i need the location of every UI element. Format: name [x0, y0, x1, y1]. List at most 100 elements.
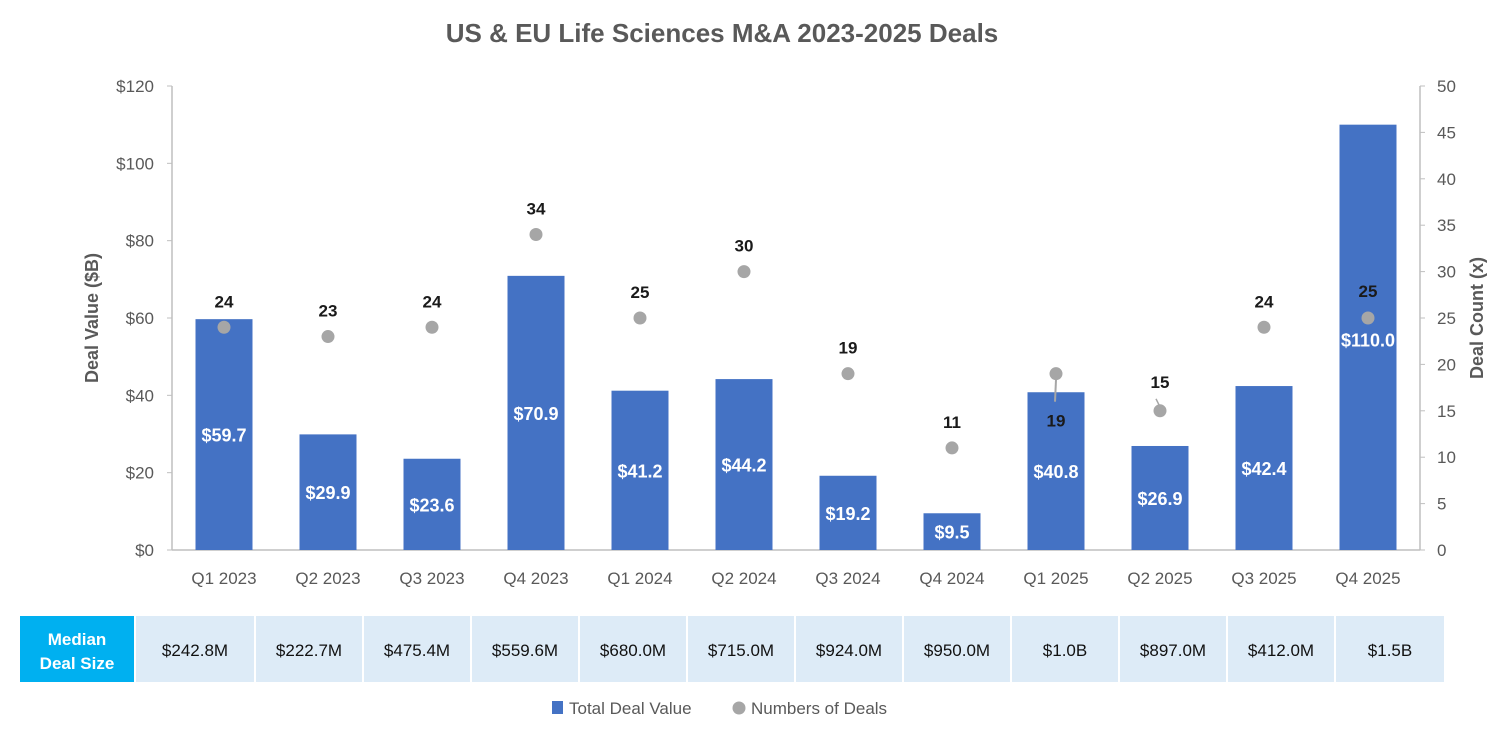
y-right-tick-label: 50 [1437, 77, 1456, 96]
x-tick-label: Q1 2025 [1023, 569, 1088, 588]
y-right-tick-label: 40 [1437, 170, 1456, 189]
bar-value-label: $70.9 [513, 404, 558, 424]
x-tick-label: Q3 2023 [399, 569, 464, 588]
median-value-label: $1.0B [1043, 641, 1087, 660]
y-left-tick-label: $60 [126, 309, 154, 328]
median-value-label: $924.0M [816, 641, 882, 660]
median-value-cell [1228, 616, 1334, 682]
median-value-cell [1120, 616, 1226, 682]
deal-count-marker [1049, 367, 1063, 381]
bar-value-label: $41.2 [617, 461, 662, 481]
median-value-label: $715.0M [708, 641, 774, 660]
count-markers: 24 23 24 34 25 30 19 11 19 15 24 25 [215, 199, 1377, 455]
legend: Total Deal Value Numbers of Deals [552, 699, 887, 718]
deal-count-marker [633, 311, 647, 325]
deal-count-label: 24 [1255, 292, 1274, 311]
y-right-tick-label: 45 [1437, 123, 1456, 142]
deal-count-marker [1153, 404, 1167, 418]
median-value-cell [1012, 616, 1118, 682]
bar-total-deal-value [1235, 386, 1293, 550]
x-tick-label: Q4 2023 [503, 569, 568, 588]
median-value-cell [256, 616, 362, 682]
bar-total-deal-value [819, 475, 877, 550]
bar-total-deal-value [195, 319, 253, 550]
y-left-tick-label: $40 [126, 386, 154, 405]
median-value-cell [472, 616, 578, 682]
median-value-cell [904, 616, 1010, 682]
y-axis-left-title: Deal Value ($B) [82, 253, 102, 383]
deal-count-label: 19 [839, 339, 858, 358]
y-left-tick-label: $100 [116, 154, 154, 173]
bar-value-label: $44.2 [721, 456, 766, 476]
x-tick-label: Q1 2023 [191, 569, 256, 588]
y-right-tick-label: 35 [1437, 216, 1456, 235]
bar-value-label: $40.8 [1033, 462, 1078, 482]
median-value-label: $475.4M [384, 641, 450, 660]
deal-count-marker [321, 330, 335, 344]
x-tick-label: Q3 2024 [815, 569, 880, 588]
median-value-label: $680.0M [600, 641, 666, 660]
deal-count-label: 34 [527, 199, 546, 218]
median-value-cell [580, 616, 686, 682]
median-header-cell [20, 616, 134, 682]
legend-dot-swatch [732, 701, 746, 715]
deal-count-label: 24 [423, 292, 442, 311]
deal-count-label: 19 [1047, 412, 1066, 431]
median-value-label: $242.8M [162, 641, 228, 660]
legend-dot-label: Numbers of Deals [751, 699, 887, 718]
y-right-tick-label: 20 [1437, 355, 1456, 374]
deal-count-label: 30 [735, 237, 754, 256]
bar-total-deal-value [611, 390, 669, 550]
y-right-tick-label: 30 [1437, 263, 1456, 282]
x-tick-label: Q3 2025 [1231, 569, 1296, 588]
chart-title: US & EU Life Sciences M&A 2023-2025 Deal… [446, 18, 999, 48]
bar-total-deal-value [715, 379, 773, 550]
y-left-tick-label: $80 [126, 232, 154, 251]
median-value-label: $412.0M [1248, 641, 1314, 660]
median-header-line-1: Median [48, 630, 107, 649]
bar-value-label: $19.2 [825, 504, 870, 524]
bar-value-label: $9.5 [934, 523, 969, 543]
deal-count-label: 25 [631, 283, 650, 302]
x-tick-label: Q2 2023 [295, 569, 360, 588]
deal-count-label: 11 [943, 413, 961, 432]
y-left-tick-label: $0 [135, 541, 154, 560]
bar-total-deal-value [1131, 445, 1189, 550]
median-value-label: $897.0M [1140, 641, 1206, 660]
bar-value-label: $59.7 [201, 426, 246, 446]
x-tick-label: Q4 2025 [1335, 569, 1400, 588]
deal-count-marker [425, 320, 439, 334]
bar-total-deal-value [923, 513, 981, 550]
deal-count-marker [217, 320, 231, 334]
y-axis-right-title: Deal Count (x) [1467, 257, 1487, 379]
bar-total-deal-value [403, 458, 461, 550]
bar-total-deal-value [299, 434, 357, 550]
bar-total-deal-value [507, 275, 565, 550]
bar-total-deal-value [1339, 124, 1397, 551]
label-leader-line [1054, 379, 1057, 402]
deal-count-label: 15 [1151, 373, 1170, 392]
median-value-cell [364, 616, 470, 682]
deal-count-marker [737, 265, 751, 279]
axes: $0 $20 $40 $60 $80 $100 $120 0 5 10 15 20 25 30 35 40 45… [82, 77, 1487, 588]
median-value-label: $559.6M [492, 641, 558, 660]
y-right-tick-label: 15 [1437, 402, 1456, 421]
y-right-tick-label: 10 [1437, 448, 1456, 467]
median-deal-size-table: Median Deal Size $242.8M $222.7M $475.4M $559… [20, 616, 1444, 682]
median-header-line-2: Deal Size [40, 654, 115, 673]
bar-total-deal-value [1027, 392, 1085, 550]
median-value-label: $222.7M [276, 641, 342, 660]
bar-value-label: $29.9 [305, 483, 350, 503]
x-tick-label: Q2 2025 [1127, 569, 1192, 588]
deal-count-label: 23 [319, 302, 338, 321]
y-left-tick-label: $120 [116, 77, 154, 96]
x-tick-label: Q4 2024 [919, 569, 984, 588]
y-right-tick-label: 25 [1437, 309, 1456, 328]
median-value-label: $950.0M [924, 641, 990, 660]
bar-value-label: $26.9 [1137, 489, 1182, 509]
label-leader-line [1155, 398, 1160, 406]
legend-bar-swatch [552, 701, 563, 714]
x-tick-label: Q1 2024 [607, 569, 672, 588]
deal-count-marker [841, 367, 855, 381]
